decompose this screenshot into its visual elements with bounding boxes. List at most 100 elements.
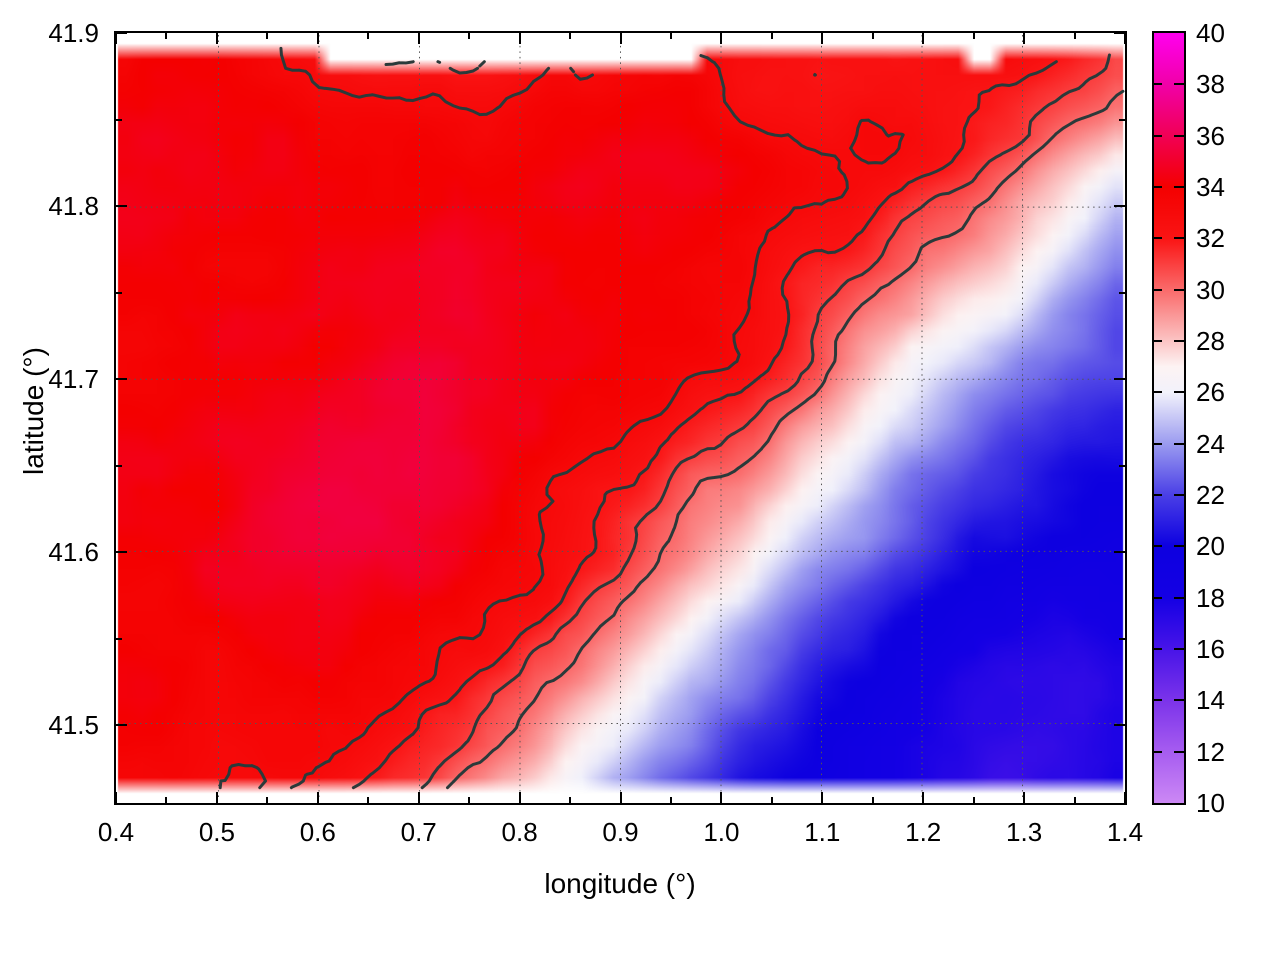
x-tick-major-top	[518, 33, 521, 44]
x-tick-label: 0.5	[198, 817, 235, 847]
colorbar-tick-label: 16	[1196, 634, 1225, 664]
x-tick-minor-top	[468, 33, 471, 39]
y-tick-label: 41.8	[48, 191, 99, 221]
colorbar-tick-right	[1174, 442, 1184, 445]
colorbar-tick-right	[1174, 648, 1184, 650]
y-tick-label: 41.7	[48, 364, 99, 395]
colorbar-tick-right	[1174, 391, 1184, 394]
x-tick-major	[215, 792, 218, 803]
x-tick-minor-top	[770, 33, 773, 39]
colorbar-tick-label: 20	[1196, 531, 1225, 562]
x-tick-major-top	[115, 33, 117, 44]
colorbar-tick	[1152, 596, 1162, 599]
colorbar-tick	[1152, 237, 1162, 240]
colorbar-tick	[1152, 750, 1162, 753]
colorbar-tick-label: 32	[1196, 223, 1225, 254]
contour-lines	[218, 46, 1125, 790]
plot-area	[114, 31, 1127, 805]
y-tick-major-right	[1114, 378, 1125, 381]
colorbar-tick-label: 34	[1196, 172, 1225, 202]
colorbar-tick-right	[1174, 340, 1184, 342]
x-tick-minor-top	[266, 33, 269, 39]
y-tick-minor	[116, 291, 122, 294]
x-tick-minor	[266, 797, 269, 803]
colorbar-tick-right	[1174, 237, 1184, 240]
x-tick-minor	[1073, 797, 1076, 803]
colorbar-tick	[1152, 648, 1162, 650]
colorbar-tick-right	[1174, 186, 1184, 188]
x-tick-label: 0.7	[400, 817, 437, 847]
x-tick-major-top	[1124, 33, 1126, 44]
x-tick-minor	[871, 797, 874, 803]
x-tick-minor-top	[871, 33, 874, 39]
x-tick-label: 0.6	[299, 817, 336, 847]
y-tick-minor-right	[1119, 291, 1125, 294]
x-tick-label: 1.2	[905, 817, 942, 847]
colorbar-tick-label: 36	[1196, 120, 1225, 151]
colorbar-tick	[1152, 340, 1162, 342]
x-tick-label: 0.4	[97, 817, 135, 847]
y-tick-minor-right	[1119, 118, 1125, 121]
x-tick-major	[821, 792, 824, 803]
colorbar-tick-right	[1174, 134, 1184, 137]
colorbar-tick-label: 10	[1196, 788, 1225, 818]
x-tick-minor	[569, 797, 572, 803]
colorbar-tick-label: 22	[1196, 480, 1225, 510]
x-tick-major-top	[619, 33, 622, 44]
x-tick-major	[115, 792, 117, 803]
colorbar-tick-right	[1174, 699, 1184, 702]
x-tick-minor	[770, 797, 773, 803]
colorbar-tick	[1152, 545, 1162, 548]
x-tick-major-top	[720, 33, 723, 44]
x-tick-minor-top	[569, 33, 572, 39]
colorbar-tick	[1152, 494, 1162, 496]
y-tick-label: 41.5	[48, 710, 99, 741]
x-tick-major	[720, 792, 723, 803]
colorbar-tick	[1152, 288, 1162, 291]
colorbar-tick-right	[1174, 83, 1184, 86]
x-tick-minor	[670, 797, 672, 803]
y-tick-major-right	[1114, 205, 1125, 207]
colorbar	[1152, 31, 1186, 805]
y-tick-minor	[116, 118, 122, 121]
colorbar-tick-label: 30	[1196, 274, 1225, 305]
x-tick-minor-top	[367, 33, 370, 39]
x-tick-minor	[468, 797, 471, 803]
colorbar-tick	[1152, 391, 1162, 394]
x-tick-label: 1.1	[804, 817, 841, 847]
y-tick-minor-right	[1119, 637, 1125, 640]
colorbar-tick-label: 14	[1196, 685, 1225, 716]
x-tick-minor-top	[1073, 33, 1076, 39]
y-tick-minor	[116, 464, 122, 467]
y-axis-label: latitude (°)	[18, 347, 49, 475]
x-tick-label: 0.9	[602, 817, 639, 847]
colorbar-tick-label: 38	[1196, 69, 1225, 100]
colorbar-gradient	[1154, 33, 1184, 803]
colorbar-tick-label: 40	[1196, 18, 1225, 48]
colorbar-tick-right	[1174, 494, 1184, 496]
x-tick-major-top	[316, 33, 319, 44]
colorbar-tick-label: 26	[1196, 377, 1225, 408]
x-tick-major	[922, 792, 925, 803]
y-tick-major-right	[1114, 551, 1125, 554]
grid-lines	[117, 34, 1124, 802]
y-tick-major	[116, 205, 127, 207]
y-tick-major	[116, 378, 127, 381]
y-tick-label: 41.6	[48, 537, 99, 568]
x-tick-major	[316, 792, 319, 803]
x-tick-major	[518, 792, 521, 803]
x-tick-major-top	[215, 33, 218, 44]
x-tick-label: 0.8	[501, 817, 538, 847]
x-tick-label: 1.0	[703, 817, 740, 847]
colorbar-tick-right	[1174, 596, 1184, 599]
y-tick-minor	[116, 637, 122, 640]
x-tick-major	[619, 792, 622, 803]
x-tick-major	[1023, 792, 1026, 803]
colorbar-tick-label: 24	[1196, 428, 1225, 459]
x-tick-major-top	[417, 33, 420, 44]
x-tick-major-top	[821, 33, 824, 44]
x-tick-major-top	[1023, 33, 1026, 44]
y-tick-major	[116, 724, 127, 727]
x-tick-major	[1124, 792, 1126, 803]
